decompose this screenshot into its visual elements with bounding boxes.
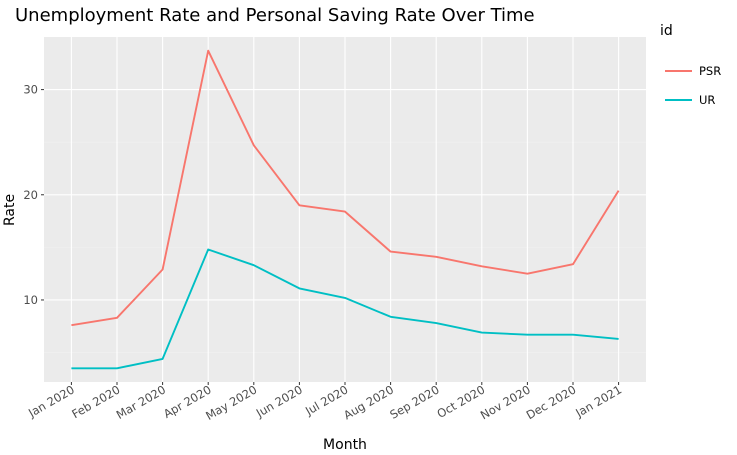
legend-label-psr: PSR: [699, 64, 721, 78]
y-axis: 10 20 30: [23, 83, 44, 307]
series-line-psr: [71, 49, 620, 327]
x-tick-label: Sep 2020: [387, 382, 441, 421]
chart-title: Unemployment Rate and Personal Saving Ra…: [15, 5, 535, 26]
y-tick-label: 30: [23, 83, 38, 97]
y-tick-label: 10: [23, 293, 38, 307]
legend-title: id: [660, 23, 673, 39]
legend-label-ur: UR: [699, 93, 715, 107]
x-axis-title: Month: [323, 437, 367, 453]
x-tick-label: Oct 2020: [435, 382, 488, 421]
x-tick-label: Jan 2020: [25, 382, 77, 420]
x-tick-label: Nov 2020: [478, 382, 533, 422]
y-tick-label: 20: [23, 188, 38, 202]
x-tick-label: Jan 2021: [572, 382, 624, 420]
series-line-ur: [71, 248, 619, 370]
legend: id PSR UR: [660, 23, 721, 111]
x-tick-label: Dec 2020: [524, 382, 579, 422]
x-tick-label: May 2020: [203, 382, 259, 422]
major-grid: [44, 37, 646, 382]
y-axis-title: Rate: [2, 194, 18, 226]
series-lines: [71, 49, 620, 370]
x-tick-label: Feb 2020: [69, 382, 122, 421]
x-tick-label: Mar 2020: [114, 382, 168, 421]
x-tick-label: Jun 2020: [253, 382, 305, 420]
x-tick-label: Aug 2020: [341, 382, 396, 422]
